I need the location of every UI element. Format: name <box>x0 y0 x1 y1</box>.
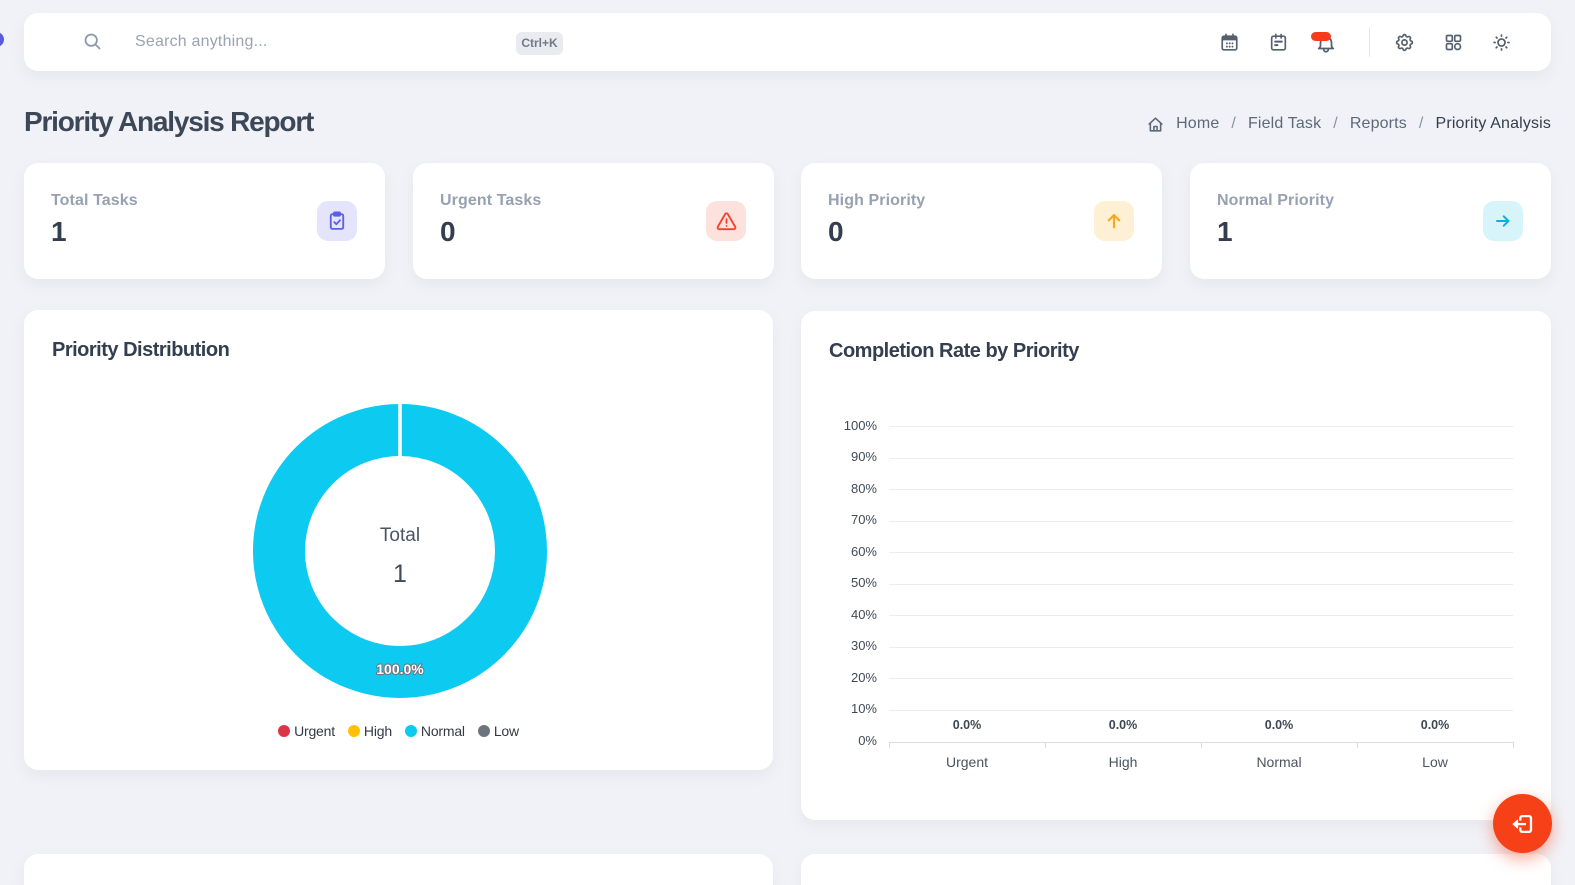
svg-text:100.0%: 100.0% <box>376 661 424 677</box>
svg-text:Total: Total <box>380 525 420 546</box>
svg-text:1: 1 <box>393 560 407 588</box>
